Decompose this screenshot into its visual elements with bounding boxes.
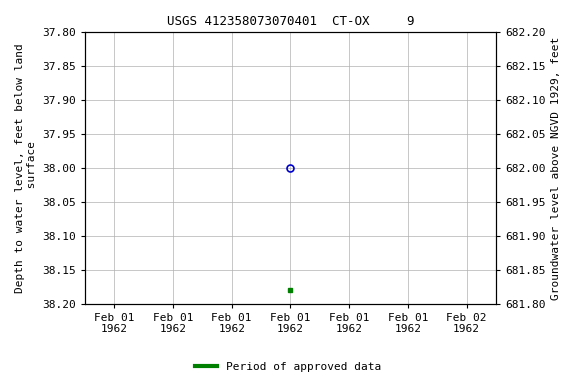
Y-axis label: Groundwater level above NGVD 1929, feet: Groundwater level above NGVD 1929, feet: [551, 36, 561, 300]
Y-axis label: Depth to water level, feet below land
 surface: Depth to water level, feet below land su…: [15, 43, 37, 293]
Legend: Period of approved data: Period of approved data: [191, 358, 385, 377]
Title: USGS 412358073070401  CT-OX     9: USGS 412358073070401 CT-OX 9: [166, 15, 414, 28]
